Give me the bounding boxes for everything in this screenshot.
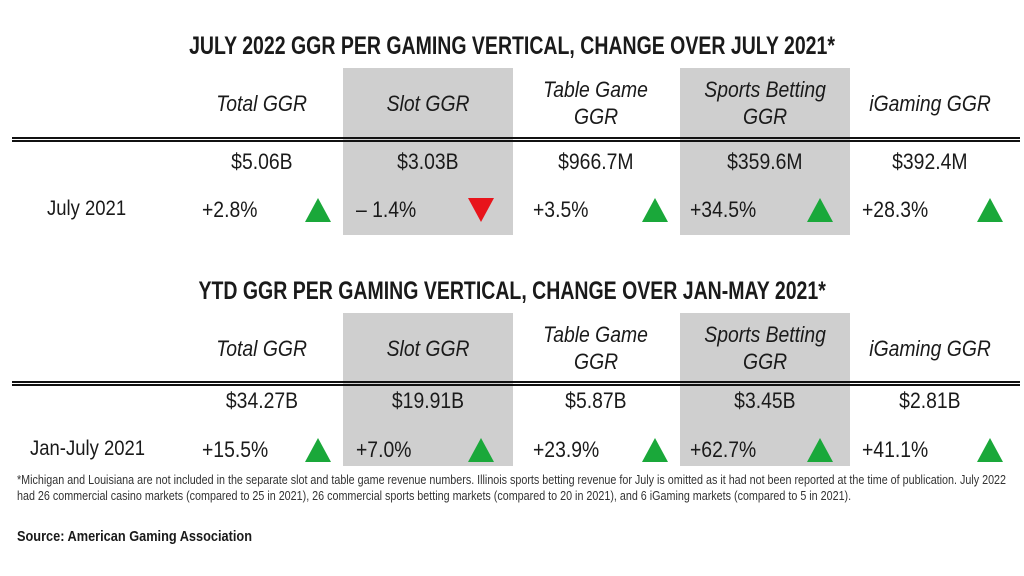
column-header: Total GGR	[216, 91, 308, 116]
change-cell: +3.5%	[533, 197, 589, 222]
value-cell: $3.45B	[734, 388, 796, 413]
column-header: iGaming GGR	[869, 91, 991, 116]
value-cell: $19.91B	[391, 388, 465, 413]
triangle-up-icon	[977, 438, 1003, 462]
change-cell: +62.7%	[690, 437, 757, 462]
change-cell: +15.5%	[202, 437, 269, 462]
table-title: JULY 2022 GGR PER GAMING VERTICAL, CHANG…	[189, 32, 835, 60]
value-cell: $3.03B	[397, 149, 459, 174]
change-cell: +2.8%	[202, 197, 258, 222]
triangle-up-icon	[305, 198, 331, 222]
column-header: Slot GGR	[386, 91, 470, 116]
change-cell: +41.1%	[862, 437, 929, 462]
column-header: iGaming GGR	[869, 336, 991, 361]
value-cell: $5.87B	[565, 388, 627, 413]
triangle-up-icon	[642, 438, 668, 462]
change-row-label: July 2021	[47, 197, 127, 220]
triangle-down-icon	[468, 198, 494, 222]
triangle-up-icon	[468, 438, 494, 462]
value-cell: $5.06B	[231, 149, 293, 174]
change-row-label: Jan-July 2021	[30, 437, 146, 460]
value-cell: $966.7M	[558, 149, 634, 174]
header-rule	[12, 381, 1020, 386]
triangle-up-icon	[807, 438, 833, 462]
change-cell: – 1.4%	[356, 197, 417, 222]
change-cell: +28.3%	[862, 197, 929, 222]
value-cell: $392.4M	[892, 149, 968, 174]
triangle-up-icon	[807, 198, 833, 222]
table-title: YTD GGR PER GAMING VERTICAL, CHANGE OVER…	[198, 277, 826, 305]
triangle-up-icon	[642, 198, 668, 222]
change-cell: +7.0%	[356, 437, 412, 462]
value-cell: $359.6M	[727, 149, 803, 174]
column-header: Table Game GGR	[543, 322, 649, 374]
value-cell: $34.27B	[225, 388, 299, 413]
column-header: Sports Betting GGR	[704, 77, 826, 129]
source-note: Source: American Gaming Association	[17, 528, 252, 545]
column-header: Sports Betting GGR	[704, 322, 826, 374]
header-rule	[12, 137, 1020, 142]
value-cell: $2.81B	[899, 388, 961, 413]
change-cell: +34.5%	[690, 197, 757, 222]
change-cell: +23.9%	[533, 437, 600, 462]
column-header: Table Game GGR	[543, 77, 649, 129]
triangle-up-icon	[977, 198, 1003, 222]
footnote: *Michigan and Louisiana are not included…	[17, 473, 1007, 503]
column-header: Slot GGR	[386, 336, 470, 361]
column-header: Total GGR	[216, 336, 308, 361]
triangle-up-icon	[305, 438, 331, 462]
